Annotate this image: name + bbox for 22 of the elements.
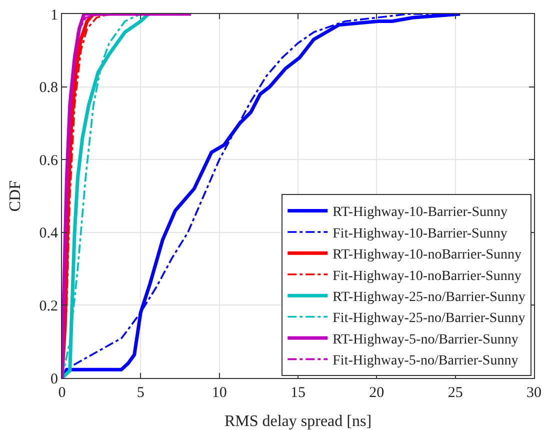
x-tick-label: 5	[136, 385, 144, 401]
y-axis-title: CDF	[7, 180, 24, 212]
legend-label: RT-Highway-5-no/Barrier-Sunny	[332, 332, 518, 348]
y-tick-label: 0.2	[39, 298, 58, 314]
legend-label: Fit-Highway-25-no/Barrier-Sunny	[332, 311, 526, 326]
legend-label: RT-Highway-25-no/Barrier-Sunny	[332, 290, 526, 306]
y-tick-label: 0.4	[39, 226, 58, 242]
y-tick-label: 1	[50, 7, 58, 24]
x-tick-label: 30	[526, 385, 542, 401]
legend-label: RT-Highway-10-Barrier-Sunny	[332, 205, 508, 220]
legend-label: Fit-Highway-10-noBarrier-Sunny	[332, 268, 522, 284]
x-tick-label: 25	[448, 385, 463, 401]
legend-label: RT-Highway-10-noBarrier-Sunny	[332, 248, 522, 263]
x-tick-label: 20	[369, 385, 384, 401]
x-tick-label: 10	[212, 385, 227, 401]
y-tick-label: 0	[50, 371, 58, 388]
legend-label: Fit-Highway-5-no/Barrier-Sunny	[332, 354, 518, 369]
x-tick-label: 15	[290, 385, 306, 401]
legend-label: Fit-Highway-10-Barrier-Sunny	[332, 226, 508, 242]
x-axis-title: RMS delay spread [ns]	[224, 413, 372, 430]
y-tick-label: 0.8	[39, 80, 58, 96]
y-tick-label: 0.6	[39, 152, 58, 169]
